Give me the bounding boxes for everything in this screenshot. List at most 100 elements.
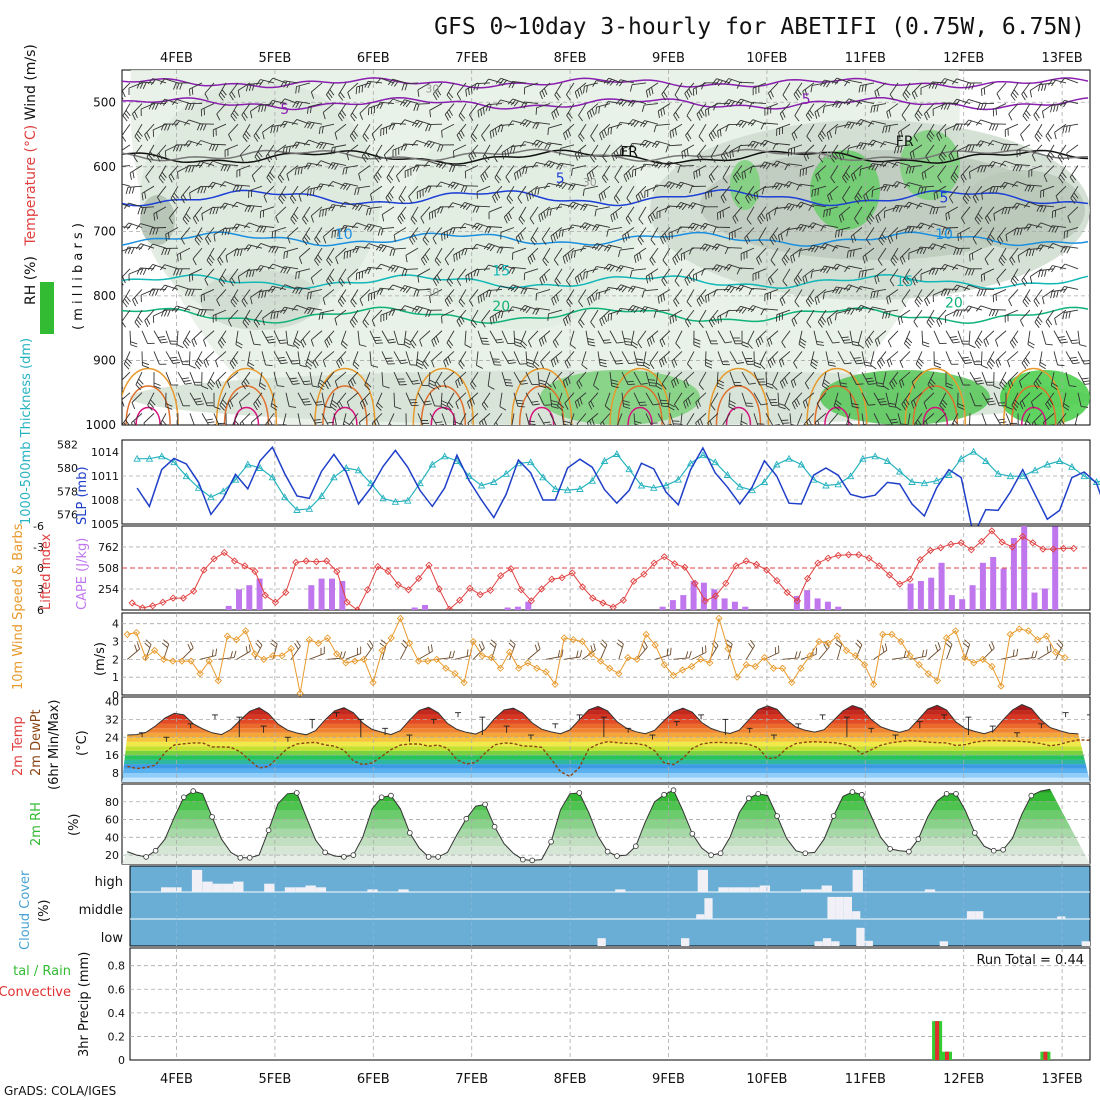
wind-barb	[812, 204, 827, 208]
wind-barb	[849, 330, 853, 345]
wind-barb	[207, 384, 213, 391]
wind-barb	[342, 413, 347, 425]
wind-barb	[1056, 290, 1059, 298]
wind-barb	[314, 401, 323, 403]
wind-barb	[816, 392, 827, 404]
lifted-index-marker	[456, 596, 464, 604]
wind-barb	[860, 142, 875, 146]
wind-barb	[915, 351, 923, 365]
wind-barb	[129, 172, 132, 180]
wind-barb	[123, 422, 127, 425]
temperature-line	[127, 704, 1079, 736]
wind-barb	[931, 268, 936, 275]
wind-barb	[1054, 132, 1057, 140]
wind-barb	[309, 413, 317, 425]
wind-barb	[604, 392, 611, 407]
wind-barb	[1037, 378, 1042, 385]
wind-barb	[327, 181, 334, 187]
wind-barb	[528, 423, 536, 425]
wind-barb	[540, 351, 551, 363]
wind-barb	[560, 227, 575, 231]
wind10m-speed-marker	[915, 661, 923, 669]
wind-barb	[1034, 309, 1043, 323]
thickness-marker	[490, 478, 498, 485]
wind-barb	[561, 229, 564, 237]
wind-barb	[280, 80, 285, 88]
wind-barb	[537, 187, 540, 195]
wind-barb	[830, 165, 839, 178]
wind-barb	[437, 206, 441, 214]
wind-barb	[242, 321, 248, 328]
wind-barb	[661, 383, 667, 390]
wind-barb	[157, 197, 162, 204]
wind-barb	[335, 371, 347, 382]
wind-barb	[623, 406, 631, 409]
thickness-marker	[908, 478, 916, 485]
wind-barb	[889, 383, 894, 390]
wind-barb	[858, 271, 861, 279]
wind-barb	[511, 81, 516, 89]
wind-barb	[370, 194, 373, 201]
wind10m-speed-marker	[933, 677, 942, 685]
wind-barb	[321, 312, 324, 320]
wind-barb	[295, 287, 300, 294]
wind-barb	[554, 280, 560, 287]
thickness-marker	[342, 464, 350, 471]
wind-barb	[453, 413, 455, 425]
wind-barb	[759, 336, 764, 343]
wind-barb	[975, 119, 982, 126]
rh-shading-area	[730, 160, 760, 210]
wind-barb	[292, 101, 297, 108]
wind-barb	[816, 296, 820, 304]
dewpoint-line	[127, 739, 1090, 778]
wind-barb	[950, 177, 956, 184]
wind-barb	[867, 139, 874, 146]
wind-barb	[369, 225, 375, 232]
wind-barb	[163, 123, 168, 131]
wind-barb	[772, 182, 777, 189]
thickness-marker	[576, 485, 584, 492]
wind-barb	[661, 338, 666, 345]
cloud-bar	[191, 869, 203, 892]
wind-barb	[177, 371, 186, 385]
wind10m-barb	[561, 649, 564, 657]
wind-barb	[371, 309, 383, 321]
wind10m-barb	[187, 643, 192, 651]
wind-barb	[512, 266, 527, 270]
wind-barb	[589, 296, 593, 304]
wind-barb	[1046, 156, 1052, 163]
wind10m-barb	[236, 650, 251, 660]
wind-barb	[296, 141, 311, 146]
wind-barb	[188, 274, 191, 282]
wind-barb	[914, 103, 923, 116]
wind10m-speed-marker	[1015, 625, 1023, 633]
wind-barb	[864, 364, 872, 367]
wind-barb	[536, 307, 551, 311]
wind-barb	[751, 165, 767, 168]
low-level-isotherm	[223, 385, 270, 425]
wind-barb	[352, 246, 357, 253]
wind10m-barb	[945, 642, 952, 648]
wind-barb	[213, 123, 227, 131]
wind-barb	[405, 351, 411, 365]
wind10m-speed-marker	[860, 661, 869, 669]
wind-barb	[164, 150, 167, 158]
wind-barb	[453, 183, 459, 190]
wind-barb	[203, 330, 215, 341]
wind-barb	[153, 382, 161, 386]
wind-barb	[112, 183, 116, 189]
wind-barb	[1052, 289, 1067, 292]
wind-barb	[1057, 364, 1065, 367]
wind-barb	[993, 392, 1000, 406]
wind-barb	[146, 156, 152, 163]
wind-barb	[534, 188, 537, 196]
wind-barb	[532, 364, 539, 370]
wind-barb	[298, 257, 303, 265]
wind-barb	[818, 144, 827, 158]
wind-barb	[308, 121, 323, 125]
wind-barb	[146, 144, 155, 158]
wind-barb	[115, 203, 120, 208]
wind-barb	[122, 82, 131, 92]
